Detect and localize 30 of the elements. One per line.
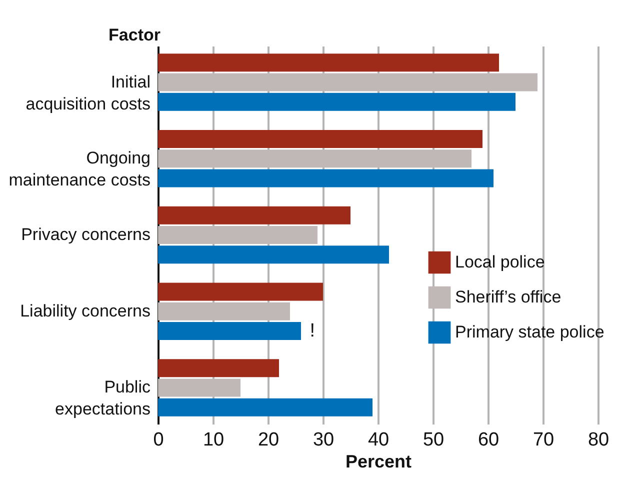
bar — [158, 130, 482, 148]
bar — [158, 359, 279, 378]
bar — [158, 282, 323, 301]
x-tick-label: 80 — [588, 430, 610, 450]
bar — [158, 169, 494, 188]
x-tick-label: 50 — [422, 430, 444, 450]
annotation: ! — [310, 320, 316, 342]
y-axis-title: Factor — [108, 26, 161, 44]
legend-label: Primary state police — [455, 322, 604, 342]
x-tick-label: 40 — [368, 430, 390, 450]
x-tick-label: 30 — [312, 430, 334, 450]
bar — [158, 92, 516, 111]
x-tick-label: 0 — [153, 430, 164, 450]
bar — [158, 398, 372, 416]
x-tick-label: 70 — [532, 430, 554, 450]
x-tick-label: 20 — [258, 430, 280, 450]
legend-label: Local police — [455, 252, 545, 272]
bar — [158, 54, 499, 72]
bar — [158, 246, 389, 264]
legend-label: Sheriff’s office — [455, 288, 562, 306]
x-tick-label: 60 — [478, 430, 500, 450]
y-tick-label: Privacy concerns — [21, 225, 150, 244]
bar — [158, 206, 350, 224]
y-tick-label: Public expectations — [55, 378, 151, 419]
bar — [158, 322, 301, 340]
y-tick-label: Ongoing maintenance costs — [8, 148, 150, 190]
y-tick-label: Initial acquisition costs — [26, 72, 150, 114]
x-tick-label: 10 — [202, 430, 224, 450]
y-tick-label: Liability concerns — [20, 301, 150, 320]
x-axis-title: Percent — [345, 452, 412, 472]
